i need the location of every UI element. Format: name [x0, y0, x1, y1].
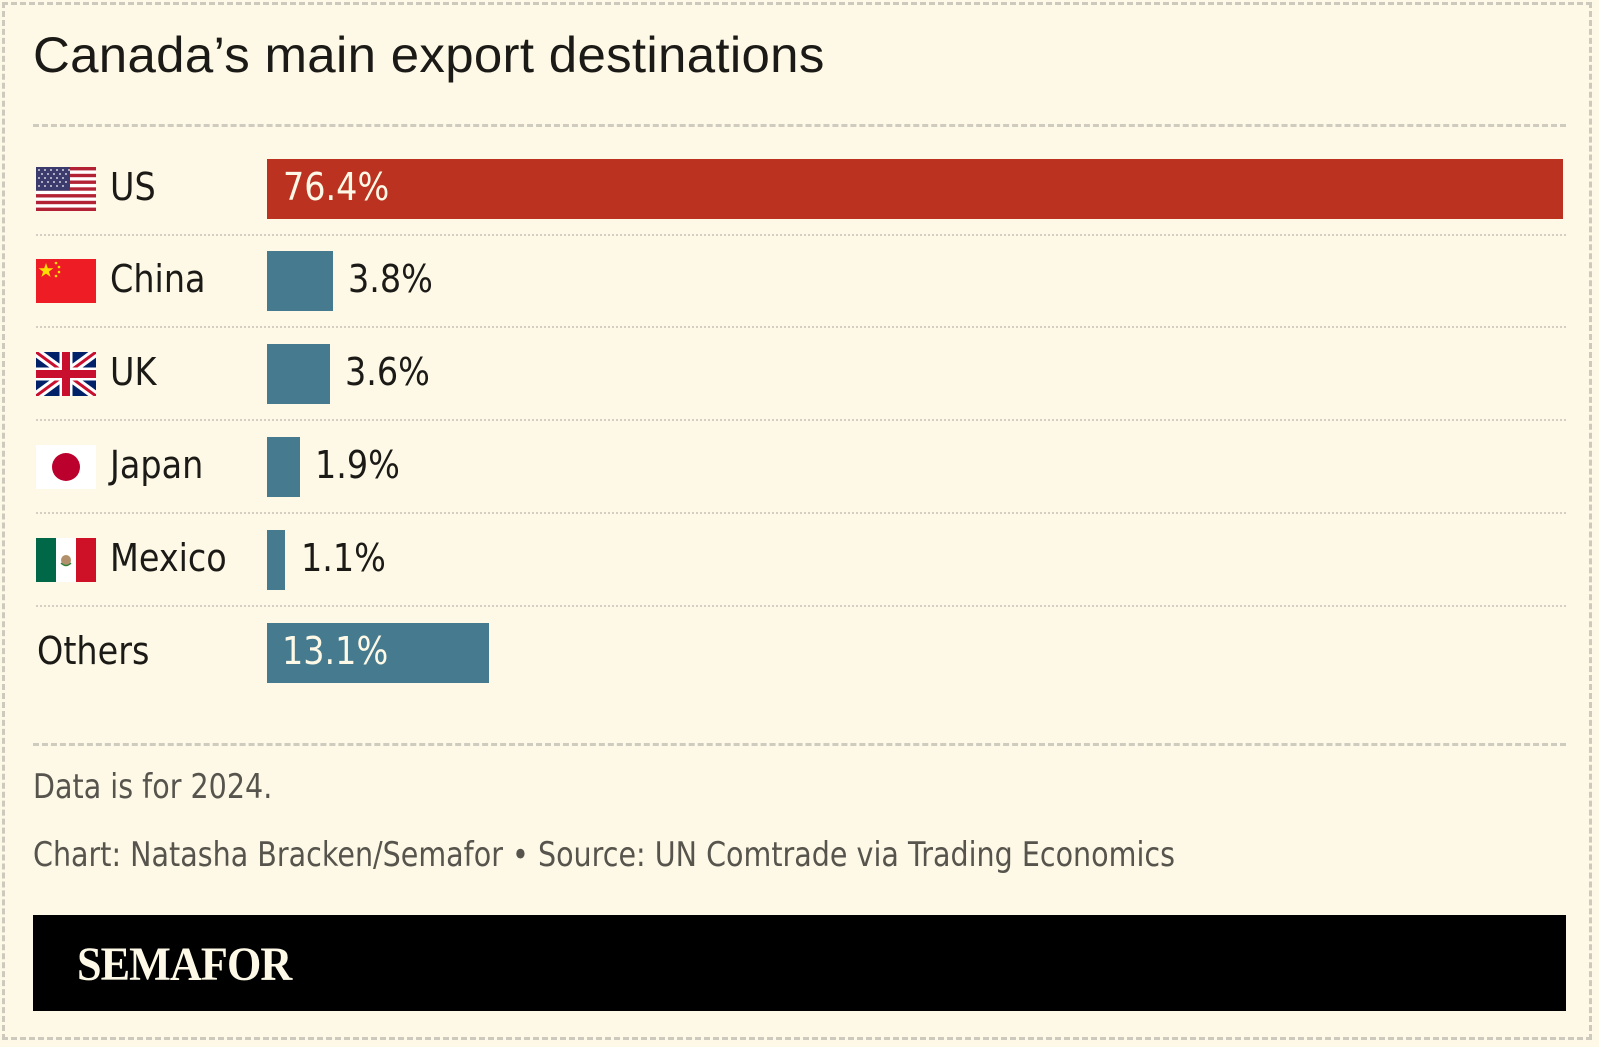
bar-china [267, 251, 333, 311]
row-divider [36, 512, 1566, 514]
chart-credit: Chart: Natasha Bracken/Semafor • Source:… [33, 835, 1175, 875]
bar-row-us: US 76.4% [0, 159, 1599, 219]
mexico-flag-icon [36, 538, 96, 582]
top-divider [33, 124, 1566, 127]
country-label: Others [37, 629, 150, 673]
value-label: 13.1% [282, 629, 389, 673]
bar-row-uk: UK 3.6% [0, 344, 1599, 404]
row-divider [36, 419, 1566, 421]
bar-row-china: China 3.8% [0, 251, 1599, 311]
bar-mexico [267, 530, 285, 590]
bar-uk [267, 344, 330, 404]
bottom-divider [33, 743, 1566, 746]
country-label: Japan [110, 443, 204, 487]
data-note: Data is for 2024. [33, 767, 273, 807]
japan-flag-icon [36, 445, 96, 489]
bar-japan [267, 437, 300, 497]
value-label: 3.8% [348, 257, 433, 301]
china-flag-icon [36, 259, 96, 303]
row-divider [36, 605, 1566, 607]
value-label: 3.6% [345, 350, 430, 394]
bar-row-mexico: Mexico 1.1% [0, 530, 1599, 590]
country-label: Mexico [110, 536, 227, 580]
uk-flag-icon [36, 352, 96, 396]
chart-title: Canada’s main export destinations [33, 27, 825, 83]
value-label: 1.9% [315, 443, 400, 487]
bar-others: 13.1% [267, 623, 489, 683]
row-divider [36, 234, 1566, 236]
value-label: 76.4% [283, 165, 390, 209]
bar-row-others: Others 13.1% [0, 623, 1599, 683]
country-label: UK [110, 350, 157, 394]
row-divider [36, 326, 1566, 328]
bar-us: 76.4% [267, 159, 1563, 219]
us-flag-icon [36, 167, 96, 211]
value-label: 1.1% [301, 536, 386, 580]
brand-footer: SEMAFOR [33, 915, 1566, 1011]
country-label: China [110, 257, 206, 301]
semafor-logo: SEMAFOR [77, 938, 292, 991]
bar-row-japan: Japan 1.9% [0, 437, 1599, 497]
country-label: US [110, 165, 156, 209]
